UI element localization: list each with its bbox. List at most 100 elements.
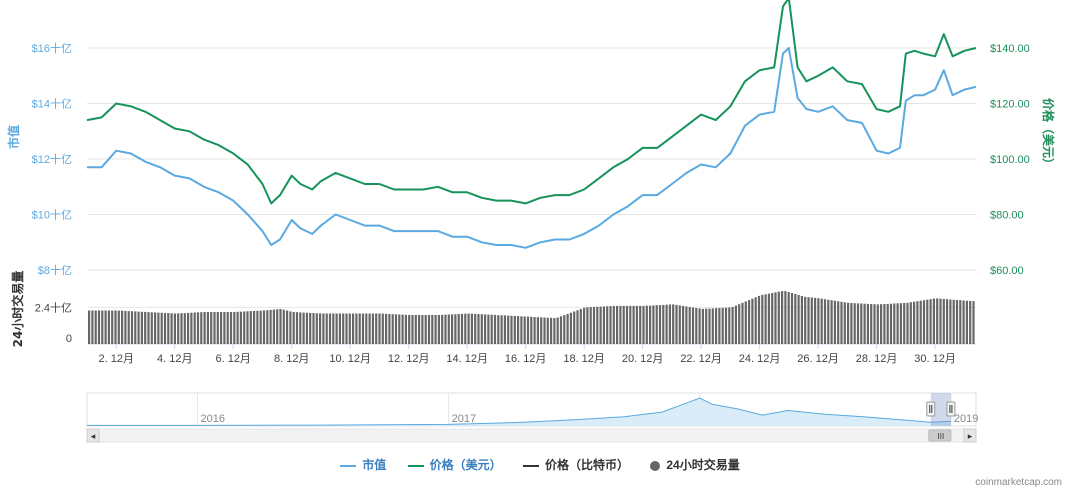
volume-bar[interactable] <box>355 313 358 345</box>
volume-bar[interactable] <box>342 313 345 345</box>
volume-bar[interactable] <box>220 312 223 344</box>
volume-bar[interactable] <box>962 300 965 345</box>
volume-bar[interactable] <box>682 306 685 344</box>
volume-bar[interactable] <box>810 297 813 345</box>
volume-bar[interactable] <box>705 308 708 344</box>
volume-bar[interactable] <box>114 310 117 345</box>
volume-bar[interactable] <box>652 305 655 344</box>
volume-bar[interactable] <box>117 310 120 344</box>
scrollbar-thumb[interactable] <box>928 429 952 442</box>
volume-bar[interactable] <box>807 297 810 344</box>
volume-bar[interactable] <box>213 312 216 344</box>
volume-bar[interactable] <box>190 312 193 344</box>
volume-bar[interactable] <box>388 314 391 344</box>
volume-bar[interactable] <box>437 315 440 344</box>
volume-bar[interactable] <box>124 310 127 344</box>
volume-bar[interactable] <box>658 305 662 344</box>
volume-bar[interactable] <box>361 313 365 345</box>
volume-bar[interactable] <box>262 310 266 344</box>
volume-bar[interactable] <box>358 313 361 345</box>
volume-bar[interactable] <box>253 311 256 344</box>
volume-bar[interactable] <box>596 306 599 344</box>
volume-bar[interactable] <box>345 313 348 345</box>
volume-bar[interactable] <box>292 312 295 344</box>
volume-bar[interactable] <box>698 308 701 345</box>
volume-bar[interactable] <box>315 313 318 344</box>
volume-bar[interactable] <box>500 315 503 344</box>
volume-bar[interactable] <box>573 311 576 345</box>
volume-bar[interactable] <box>460 313 464 344</box>
volume-bar[interactable] <box>734 305 737 344</box>
volume-bar[interactable] <box>701 308 704 344</box>
volume-bar[interactable] <box>170 313 173 344</box>
volume-bar[interactable] <box>794 294 797 344</box>
volume-bar[interactable] <box>939 298 942 344</box>
volume-bar[interactable] <box>157 312 160 344</box>
volume-bar[interactable] <box>523 316 526 345</box>
volume-bar[interactable] <box>497 315 500 344</box>
volume-bar[interactable] <box>909 302 912 344</box>
volume-bar[interactable] <box>830 300 833 344</box>
volume-bar[interactable] <box>543 317 546 345</box>
volume-bar[interactable] <box>675 304 678 344</box>
volume-bar[interactable] <box>619 305 622 344</box>
volume-bar[interactable] <box>91 310 94 345</box>
volume-bar[interactable] <box>276 309 279 344</box>
volume-bar[interactable] <box>550 317 553 344</box>
volume-bar[interactable] <box>338 313 341 345</box>
volume-bar[interactable] <box>622 305 625 344</box>
volume-bar[interactable] <box>784 291 787 344</box>
volume-bar[interactable] <box>328 313 332 345</box>
volume-bar[interactable] <box>540 317 543 344</box>
volume-bar[interactable] <box>876 304 879 344</box>
legend-item-price-btc[interactable]: 价格（比特币） <box>523 456 629 473</box>
volume-bar[interactable] <box>949 299 952 345</box>
volume-bar[interactable] <box>837 301 840 344</box>
volume-bar[interactable] <box>348 313 351 345</box>
volume-bar[interactable] <box>764 294 767 344</box>
volume-bar[interactable] <box>167 313 170 344</box>
volume-bar[interactable] <box>873 304 876 344</box>
volume-bar[interactable] <box>533 317 536 344</box>
volume-bar[interactable] <box>94 310 97 345</box>
volume-bar[interactable] <box>553 318 556 344</box>
volume-bar[interactable] <box>817 298 820 344</box>
volume-bar[interactable] <box>563 315 566 344</box>
volume-bar[interactable] <box>365 313 368 345</box>
volume-bar[interactable] <box>150 312 153 344</box>
volume-bar[interactable] <box>642 305 645 344</box>
volume-bar[interactable] <box>569 312 572 344</box>
volume-bar[interactable] <box>447 314 450 345</box>
volume-bar[interactable] <box>236 311 239 344</box>
volume-bar[interactable] <box>272 309 275 344</box>
volume-bar[interactable] <box>972 301 975 344</box>
volume-bar[interactable] <box>474 313 477 344</box>
volume-bar[interactable] <box>154 312 157 344</box>
navigator-right-handle[interactable] <box>946 401 956 417</box>
volume-bar[interactable] <box>441 314 444 344</box>
volume-bar[interactable] <box>566 313 569 344</box>
volume-bar[interactable] <box>856 303 860 344</box>
volume-bar[interactable] <box>771 293 774 344</box>
volume-bar[interactable] <box>101 310 104 345</box>
scrollbar-right-button[interactable] <box>963 428 977 443</box>
volume-bar[interactable] <box>936 298 939 344</box>
volume-bar[interactable] <box>216 312 219 344</box>
volume-bar[interactable] <box>229 312 233 344</box>
volume-bar[interactable] <box>378 313 381 345</box>
volume-bar[interactable] <box>299 312 302 344</box>
volume-bar[interactable] <box>804 296 807 344</box>
volume-bar[interactable] <box>177 313 180 344</box>
volume-bar[interactable] <box>385 313 388 344</box>
volume-bar[interactable] <box>411 315 414 344</box>
volume-bar[interactable] <box>223 312 226 344</box>
volume-bar[interactable] <box>233 312 236 344</box>
volume-bar[interactable] <box>180 313 183 344</box>
navigator-window[interactable] <box>930 393 951 426</box>
volume-bar[interactable] <box>655 305 658 344</box>
volume-bar[interactable] <box>899 303 902 344</box>
volume-bar[interactable] <box>589 307 592 344</box>
volume-bar[interactable] <box>140 311 143 344</box>
volume-bar[interactable] <box>134 311 137 344</box>
volume-bar[interactable] <box>685 306 688 345</box>
